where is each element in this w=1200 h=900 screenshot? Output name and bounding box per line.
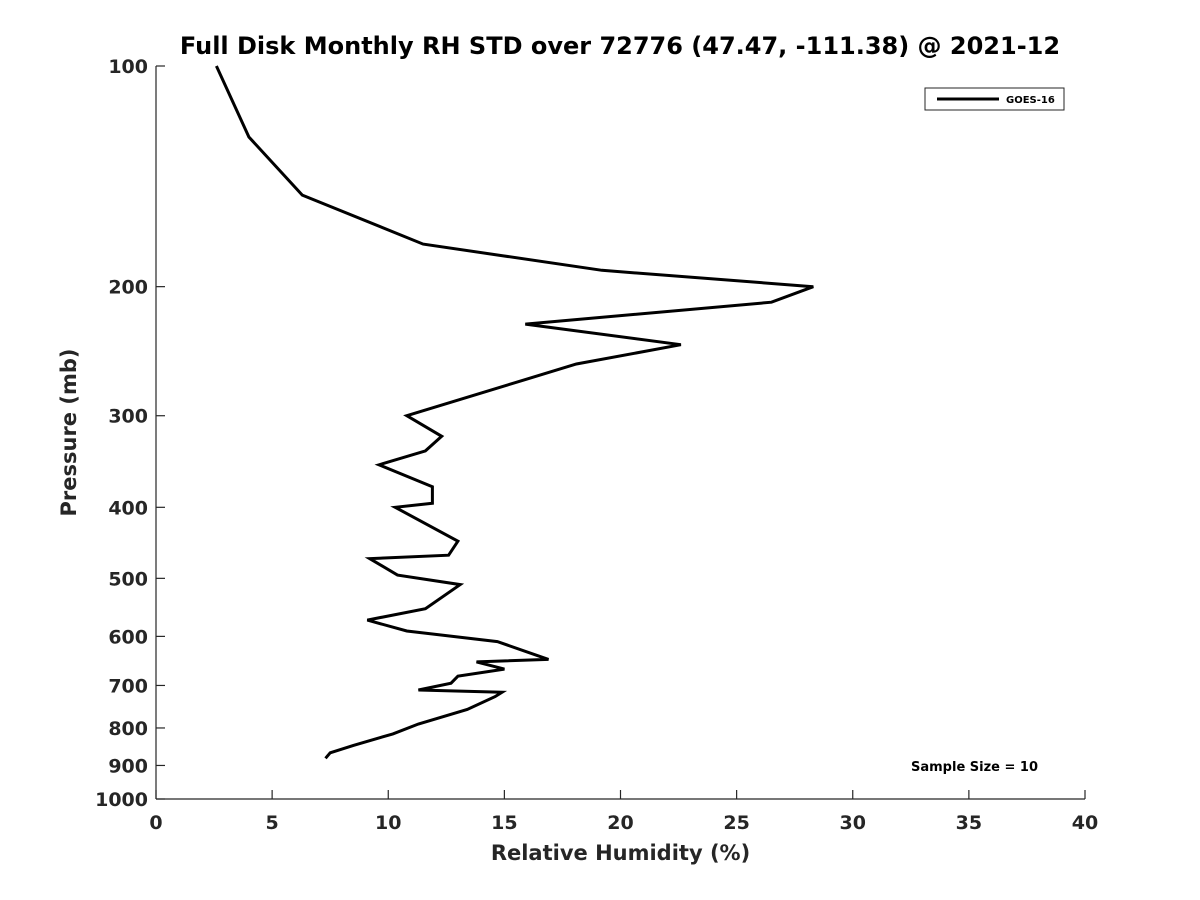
x-tick-label: 5: [266, 812, 279, 834]
plot-area: 0 5 10 15 20 25 30 35 40 100 200 300 400 500 600 700 800…: [95, 56, 1098, 834]
y-tick-label: 700: [108, 675, 148, 697]
legend-label: GOES-16: [1006, 95, 1055, 106]
x-tick-label: 0: [149, 812, 162, 834]
legend: GOES-16: [924, 87, 1065, 111]
y-tick-label: 400: [108, 497, 148, 519]
x-tick-label: 10: [375, 812, 401, 834]
x-tick-label: 15: [491, 812, 517, 834]
y-tick-label: 200: [108, 277, 148, 299]
y-tick-label: 600: [108, 626, 148, 648]
y-tick-label: 900: [108, 755, 148, 777]
y-tick-label: 500: [108, 568, 148, 590]
sample-size-annotation: Sample Size = 10: [911, 760, 1038, 775]
x-tick-label: 25: [723, 812, 749, 834]
x-tick-label: 20: [607, 812, 633, 834]
x-tick-label: 30: [840, 812, 866, 834]
y-tick-label: 300: [108, 406, 148, 428]
y-axis-label: Pressure (mb): [57, 349, 81, 517]
x-tick-label: 35: [956, 812, 982, 834]
y-tick-label: 100: [108, 56, 148, 78]
series-line-goes-16: [215, 65, 814, 760]
x-tick-label: 40: [1072, 812, 1098, 834]
chart-title: Full Disk Monthly RH STD over 72776 (47.…: [180, 32, 1060, 60]
y-tick-label: 800: [108, 718, 148, 740]
x-axis-label: Relative Humidity (%): [491, 841, 750, 865]
y-tick-label: 1000: [95, 789, 148, 811]
